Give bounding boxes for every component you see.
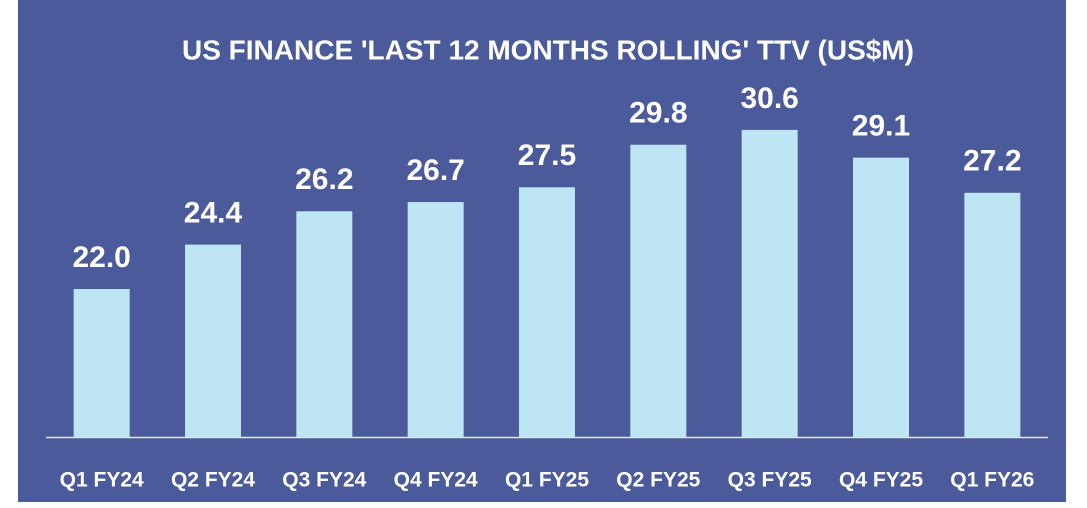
x-tick-label: Q1 FY26 bbox=[950, 469, 1034, 492]
data-label: 22.0 bbox=[72, 241, 130, 274]
x-tick-label: Q3 FY24 bbox=[282, 469, 366, 492]
bar bbox=[519, 187, 575, 437]
bar bbox=[741, 129, 798, 437]
bar bbox=[630, 144, 687, 437]
data-label: 24.4 bbox=[184, 197, 243, 230]
data-label: 26.2 bbox=[295, 163, 353, 196]
bar bbox=[185, 244, 241, 437]
chart-title: US FINANCE 'LAST 12 MONTHS ROLLING' TTV … bbox=[182, 34, 914, 65]
x-tick-label: Q1 FY25 bbox=[505, 469, 589, 492]
x-tick-label: Q2 FY24 bbox=[171, 469, 255, 492]
bar bbox=[296, 211, 353, 437]
bar bbox=[853, 157, 909, 437]
data-label: 27.2 bbox=[963, 145, 1021, 178]
x-tick-label: Q4 FY24 bbox=[394, 469, 478, 492]
x-tick-label: Q4 FY25 bbox=[839, 469, 923, 492]
bar bbox=[407, 202, 464, 437]
data-label: 30.6 bbox=[740, 82, 798, 115]
bar bbox=[964, 192, 1021, 437]
data-label: 29.8 bbox=[629, 97, 687, 130]
data-label: 26.7 bbox=[406, 154, 464, 187]
x-tick-label: Q2 FY25 bbox=[616, 469, 700, 492]
data-label: 27.5 bbox=[518, 139, 576, 172]
x-tick-label: Q1 FY24 bbox=[60, 469, 144, 492]
x-tick-label: Q3 FY25 bbox=[728, 469, 812, 492]
bar bbox=[73, 289, 130, 437]
data-label: 29.1 bbox=[852, 110, 910, 143]
